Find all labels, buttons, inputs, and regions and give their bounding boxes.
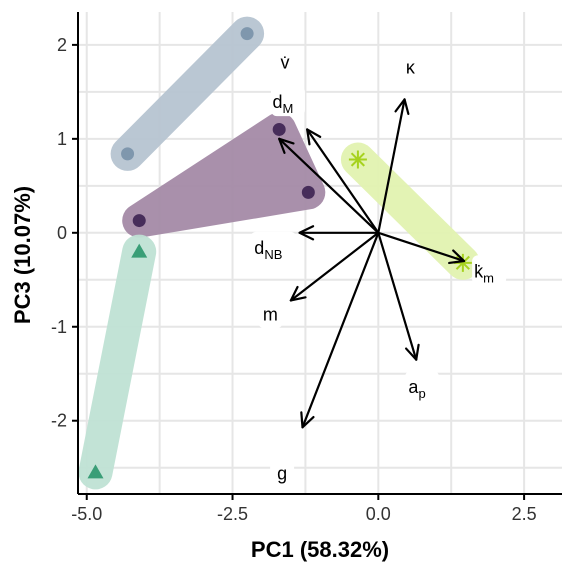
loading-label: κ: [406, 57, 416, 77]
loading-arrows: [278, 98, 466, 429]
data-point: [132, 214, 146, 228]
data-point: [348, 150, 367, 169]
loading-label: g: [277, 463, 287, 483]
group-hull-4: [340, 142, 480, 280]
data-point: [87, 464, 104, 479]
x-axis-title: PC1 (58.32%): [251, 537, 389, 562]
y-tick-label: 2: [57, 35, 67, 55]
loading-arrow: [377, 231, 466, 265]
axes: -5.0 -2.5 0.0 2.5 -2 -1 0 1 2: [51, 12, 562, 524]
x-tick-label: 0.0: [366, 504, 391, 524]
loading-label-bg: [250, 231, 297, 262]
y-tick-label: -2: [51, 411, 67, 431]
loading-arrow: [377, 98, 410, 234]
y-tick-label: 0: [57, 223, 67, 243]
loading-label-bg: [405, 370, 440, 401]
x-tick-label: -2.5: [217, 504, 248, 524]
loading-label-bg: [273, 46, 298, 77]
data-point: [272, 122, 286, 136]
loading-arrow: [300, 231, 380, 429]
data-point: [240, 27, 254, 41]
loading-label-bg: [398, 51, 423, 82]
loading-label: m: [263, 304, 278, 324]
loading-label: v̇: [281, 53, 290, 73]
loading-label-bg: [258, 298, 283, 329]
y-axis-title: PC3 (10.07%): [10, 186, 35, 324]
data-point: [121, 147, 135, 161]
group-hull-3: [78, 234, 157, 490]
x-tick-label: -5.0: [71, 504, 102, 524]
group-hull-1: [110, 16, 265, 171]
y-tick-label: 1: [57, 129, 67, 149]
loading-arrow: [298, 225, 380, 241]
group-hull-2: [122, 112, 326, 238]
data-point: [131, 243, 148, 258]
y-tick-label: -1: [51, 317, 67, 337]
group-hulls: [78, 16, 480, 490]
loading-arrow: [306, 128, 380, 234]
loading-label-bg: [270, 86, 305, 117]
data-point: [301, 185, 315, 199]
loading-arrow: [377, 231, 420, 361]
x-tick-label: 2.5: [512, 504, 537, 524]
loading-label-bg: [472, 255, 507, 286]
loading-label-bg: [270, 457, 295, 488]
loading-arrow: [278, 137, 380, 234]
loading-arrow: [289, 231, 380, 302]
